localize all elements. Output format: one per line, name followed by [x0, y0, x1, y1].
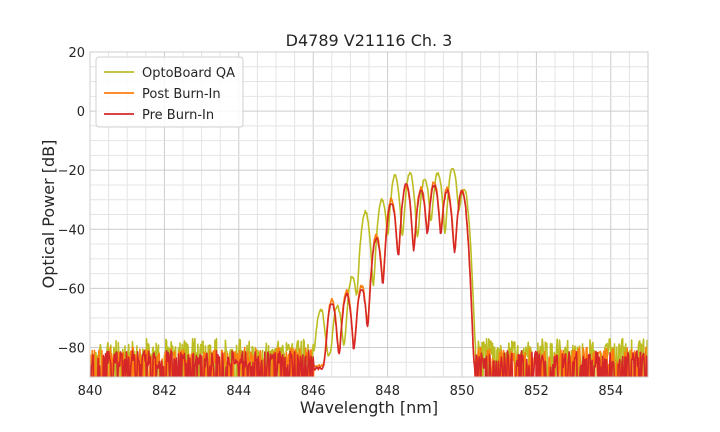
- x-axis-ticks: 840 842 844 846 848 850 852 854: [78, 384, 624, 399]
- y-tick-label: 0: [77, 105, 85, 120]
- plot-area: [90, 167, 648, 377]
- x-axis-label: Wavelength [nm]: [300, 398, 438, 417]
- legend: OptoBoard QA Post Burn-In Pre Burn-In: [95, 56, 244, 128]
- series-line-2: [90, 183, 648, 377]
- legend-label: Pre Burn-In: [142, 108, 214, 123]
- y-tick-label: −40: [58, 223, 85, 238]
- y-tick-label: 20: [68, 46, 85, 61]
- plot-frame: [89, 51, 649, 378]
- y-tick-label: −60: [58, 282, 85, 297]
- x-tick-label: 844: [226, 384, 251, 399]
- series-line-0: [92, 167, 648, 377]
- x-tick-label: 850: [450, 384, 475, 399]
- legend-box: [95, 56, 244, 128]
- legend-label: OptoBoard QA: [142, 66, 235, 81]
- x-tick-label: 852: [524, 384, 549, 399]
- y-tick-label: −20: [58, 164, 85, 179]
- y-axis-ticks: 20 0 −20 −40 −60 −80: [58, 46, 85, 356]
- y-tick-label: −80: [58, 341, 85, 356]
- chart-title: D4789 V21116 Ch. 3: [286, 31, 453, 50]
- x-tick-label: 854: [598, 384, 623, 399]
- x-tick-label: 840: [78, 384, 103, 399]
- x-tick-label: 848: [375, 384, 400, 399]
- y-axis-label: Optical Power [dB]: [39, 140, 58, 289]
- x-tick-label: 846: [301, 384, 326, 399]
- legend-label: Post Burn-In: [142, 87, 221, 102]
- x-tick-label: 842: [152, 384, 177, 399]
